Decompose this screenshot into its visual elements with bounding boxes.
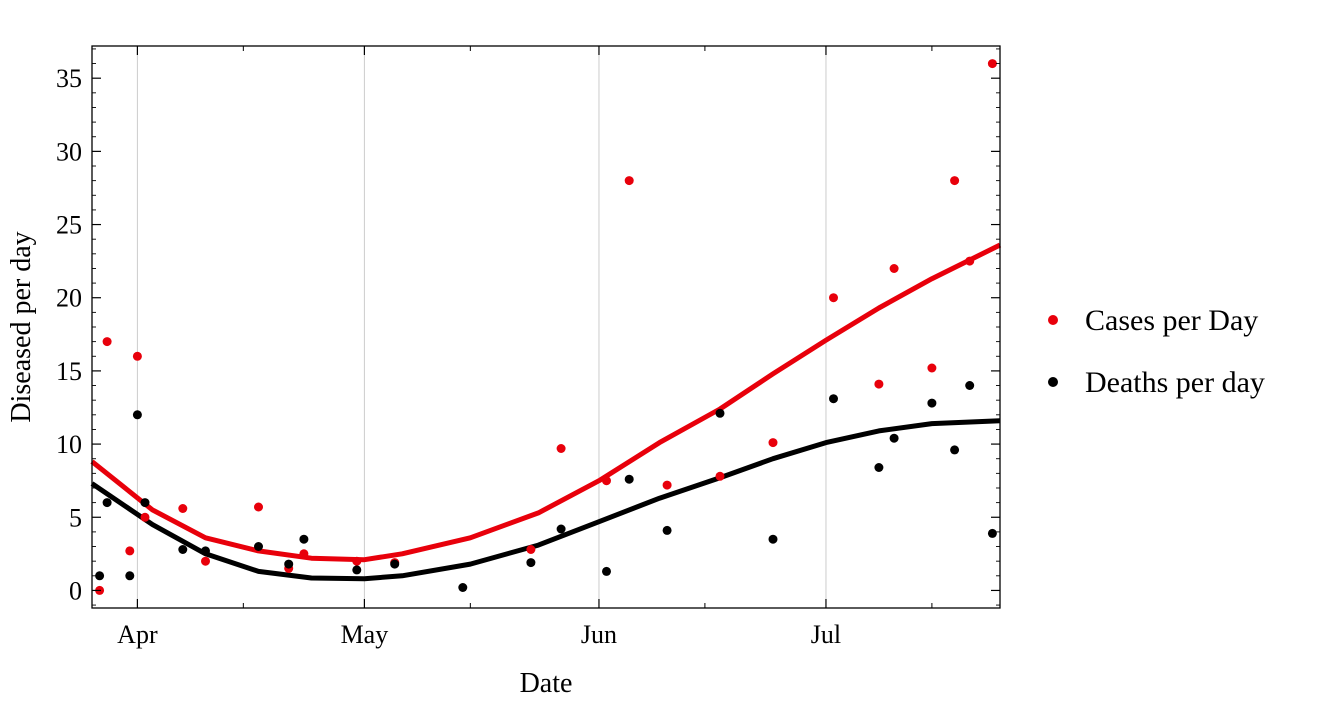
cases-point <box>201 556 210 566</box>
cases-point <box>927 363 937 373</box>
deaths-point <box>254 542 263 551</box>
deaths-point <box>140 498 150 508</box>
deaths-point <box>526 558 536 568</box>
x-tick-label: Apr <box>117 620 158 649</box>
deaths-point <box>352 565 362 575</box>
deaths-point <box>201 546 210 556</box>
x-tick-label: May <box>341 620 389 649</box>
x-tick-label: Jun <box>581 620 617 649</box>
trend-lines <box>90 242 1002 582</box>
cases-point <box>140 512 150 522</box>
y-tick-label: 25 <box>56 211 82 240</box>
y-tick-label: 0 <box>69 576 82 605</box>
legend-marker-cases <box>1048 315 1058 325</box>
deaths-point <box>102 498 112 508</box>
deaths-point <box>987 528 997 538</box>
deaths-point <box>602 566 611 576</box>
deaths-point <box>125 571 135 581</box>
deaths-point <box>950 445 960 455</box>
deaths-point <box>715 408 725 418</box>
cases-point <box>768 438 778 448</box>
cases-point <box>556 444 566 453</box>
cases-point <box>526 545 536 554</box>
deaths-point <box>284 559 294 569</box>
y-tick-label: 30 <box>56 137 82 166</box>
data-points <box>95 59 997 595</box>
y-tick-label: 10 <box>56 430 82 459</box>
deaths-point <box>178 545 188 554</box>
cases-point <box>178 504 188 513</box>
deaths-point <box>965 381 975 390</box>
cases-point <box>965 256 975 266</box>
cases-point <box>987 59 997 69</box>
deaths-point <box>390 559 400 569</box>
legend: Cases per Day Deaths per day <box>1048 304 1265 399</box>
cases-point <box>299 549 309 559</box>
deaths-point <box>927 398 937 408</box>
axis-ticks <box>92 46 1000 608</box>
deaths-point <box>132 410 142 420</box>
cases-point <box>254 502 263 512</box>
legend-marker-deaths <box>1048 377 1058 387</box>
deaths-point <box>458 583 468 592</box>
y-tick-label: 5 <box>69 503 82 532</box>
cases-point <box>125 546 135 556</box>
deaths-point <box>889 433 899 443</box>
deaths-point <box>95 571 105 581</box>
cases-point <box>829 293 838 303</box>
deaths-point <box>556 524 566 534</box>
x-axis-title: Date <box>520 668 573 699</box>
deaths-point <box>299 534 309 544</box>
y-tick-label: 35 <box>56 64 82 93</box>
cases-point <box>889 264 899 273</box>
cases-point <box>715 471 725 481</box>
cases-point <box>102 337 112 347</box>
deaths-trend-line <box>90 418 1001 582</box>
y-tick-label: 15 <box>56 357 82 386</box>
cases-point <box>602 476 611 486</box>
cases-point <box>874 379 884 389</box>
deaths-point <box>768 534 778 544</box>
deaths-point <box>624 474 634 484</box>
tick-labels: Apr May Jun Jul 0 5 10 15 20 25 30 35 <box>56 64 841 649</box>
x-tick-label: Jul <box>811 620 841 649</box>
deaths-point <box>874 463 884 472</box>
cases-point <box>352 556 362 566</box>
cases-point <box>132 351 142 361</box>
deaths-point <box>662 525 672 535</box>
deaths-point <box>829 394 838 404</box>
cases-trend-line <box>90 242 1002 563</box>
legend-label-cases: Cases per Day <box>1085 304 1258 337</box>
y-tick-label: 20 <box>56 284 82 313</box>
cases-point <box>950 176 960 186</box>
cases-point <box>624 176 634 186</box>
legend-label-deaths: Deaths per day <box>1085 366 1265 399</box>
y-axis-title: Diseased per day <box>6 231 37 422</box>
cases-point <box>662 480 672 490</box>
